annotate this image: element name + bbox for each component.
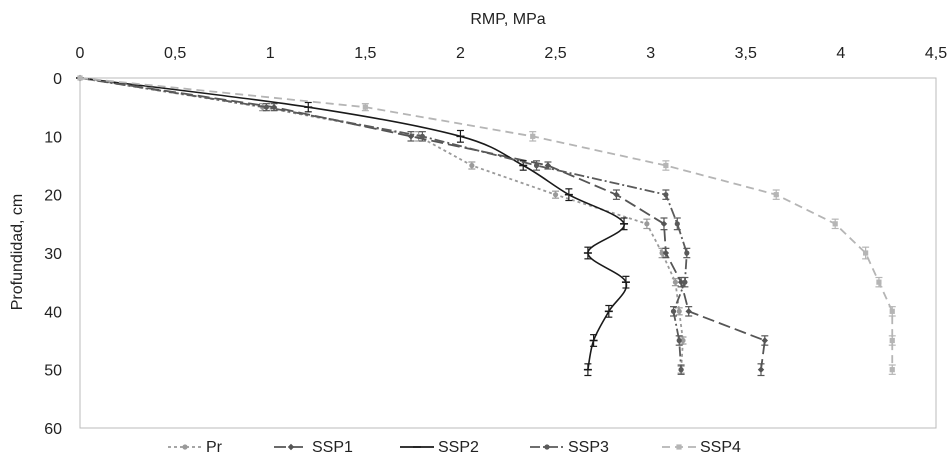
data-point (663, 192, 669, 198)
data-point (684, 250, 690, 256)
data-point (469, 162, 475, 169)
y-tick-label: 30 (44, 246, 62, 263)
data-point (680, 337, 686, 344)
y-tick-label: 0 (53, 71, 62, 88)
legend-item-ssp3: SSP3 (530, 439, 609, 456)
data-point (613, 191, 620, 198)
legend-label: SSP1 (312, 439, 353, 456)
y-tick-labels: 0 10 20 30 40 50 60 (44, 71, 62, 438)
data-point (685, 308, 692, 315)
legend-marker (182, 444, 188, 450)
legend-label: SSP4 (700, 439, 741, 456)
data-point (660, 220, 668, 228)
data-point (889, 367, 895, 373)
data-point (362, 104, 368, 110)
data-point (682, 279, 688, 285)
legend-item-pr: Pr (168, 439, 223, 456)
legend-item-ssp2: SSP2 (400, 439, 479, 456)
y-tick-label: 10 (44, 129, 62, 146)
data-point (533, 162, 540, 169)
data-point (761, 337, 768, 344)
series-ssp4 (77, 75, 896, 375)
legend-item-ssp1: SSP1 (274, 439, 353, 456)
y-axis-title: Profundidad, cm (9, 194, 26, 311)
data-point (552, 192, 559, 198)
x-axis-title: RMP, MPa (470, 11, 545, 28)
series-line (79, 77, 628, 370)
data-point (832, 221, 838, 227)
data-point (889, 337, 895, 344)
y-tick-label: 60 (44, 421, 62, 438)
legend-label: SSP3 (568, 439, 609, 456)
data-point (644, 221, 650, 227)
legend-marker (676, 444, 682, 450)
x-tick-label: 3 (646, 45, 655, 62)
x-tick-label: 2,5 (544, 45, 566, 62)
data-point (876, 279, 882, 285)
data-point (757, 366, 765, 373)
data-point (677, 278, 685, 286)
x-tick-label: 0,5 (164, 45, 186, 62)
legend-label: SSP2 (438, 439, 479, 456)
data-point (773, 192, 779, 198)
legend-marker (544, 444, 550, 450)
x-tick-label: 1 (266, 45, 275, 62)
x-tick-label: 3,5 (735, 45, 757, 62)
legend-item-ssp4: SSP4 (662, 439, 741, 456)
data-point (530, 133, 536, 139)
series-ssp3 (77, 75, 691, 375)
plot-area-frame (79, 77, 937, 429)
series-ssp1 (76, 74, 769, 377)
y-tick-label: 40 (44, 304, 62, 321)
x-tick-label: 0 (76, 45, 85, 62)
x-tick-labels: 0 0,5 1 1,5 2 2,5 3 3,5 4 4,5 (76, 45, 948, 62)
series-ssp2 (76, 77, 630, 377)
legend: Pr SSP1 SSP2 SSP3 SSP4 (168, 439, 741, 456)
data-point (659, 250, 665, 256)
y-tick-label: 20 (44, 188, 62, 205)
series-line (79, 77, 684, 370)
data-point (663, 162, 669, 169)
legend-label: Pr (206, 439, 223, 456)
data-point (672, 279, 678, 285)
x-tick-label: 4,5 (925, 45, 947, 62)
series-line (79, 77, 894, 370)
data-point (676, 308, 682, 314)
data-point (674, 221, 680, 227)
series-layer (76, 74, 896, 377)
legend-marker (287, 443, 295, 451)
x-tick-label: 4 (836, 45, 845, 62)
x-tick-label: 1,5 (354, 45, 376, 62)
y-tick-label: 50 (44, 363, 62, 380)
series-line (79, 77, 688, 370)
data-point (678, 367, 684, 373)
data-point (263, 104, 270, 110)
data-point (863, 250, 869, 256)
data-point (676, 337, 682, 344)
data-point (662, 249, 670, 257)
data-point (77, 75, 83, 81)
data-point (419, 133, 425, 139)
x-tick-label: 2 (456, 45, 465, 62)
data-point (889, 308, 895, 314)
data-point (670, 308, 677, 314)
